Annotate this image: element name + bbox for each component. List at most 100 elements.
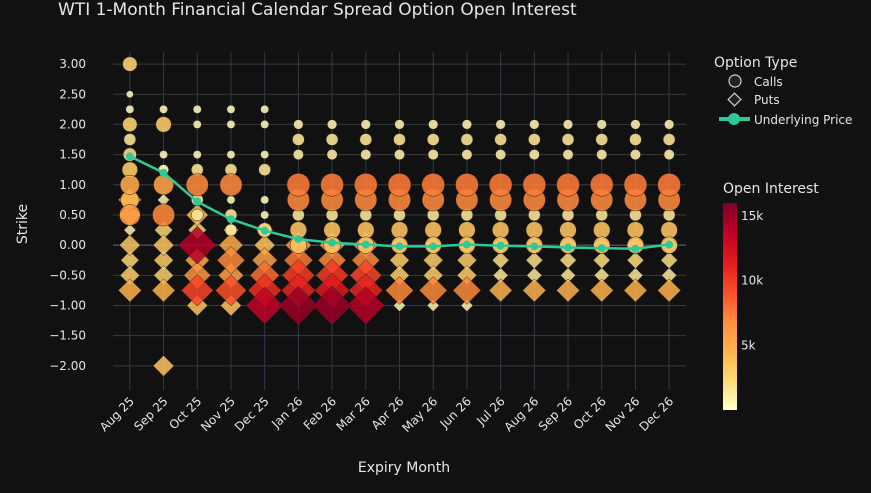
call-marker	[123, 133, 137, 146]
x-tick-label: Aug 26	[501, 394, 541, 434]
call-marker	[595, 133, 608, 146]
colorbar-ticks: 5k 10k 15k	[741, 209, 763, 352]
call-marker	[427, 149, 439, 161]
colorbar-tick-label: 15k	[741, 209, 763, 223]
colorbar: Open Interest 5k 10k 15k	[723, 181, 819, 410]
legend: Option Type Calls Puts Underlying Price	[714, 55, 852, 127]
calls-legend-marker	[728, 74, 742, 88]
put-marker	[593, 251, 611, 269]
call-marker	[125, 104, 135, 114]
call-marker	[461, 149, 473, 161]
colorbar-tick-label: 10k	[741, 274, 763, 288]
x-tick-label: Oct 26	[571, 394, 609, 432]
call-marker	[630, 119, 641, 130]
call-marker	[292, 149, 304, 161]
call-marker	[488, 173, 513, 197]
legend-item-calls[interactable]: Calls	[728, 74, 783, 89]
underlying-price-point	[462, 240, 471, 249]
legend-underlying-label: Underlying Price	[754, 113, 852, 127]
call-marker	[159, 104, 168, 114]
legend-calls-label: Calls	[754, 75, 783, 89]
put-marker	[117, 278, 142, 303]
call-marker	[390, 221, 409, 239]
underlying-price-point	[429, 242, 438, 251]
y-tick-label: 3.00	[59, 57, 86, 71]
underlying-price-point	[631, 244, 640, 253]
x-tick-label: Dec 26	[636, 394, 676, 434]
call-marker	[219, 173, 243, 197]
call-marker	[192, 104, 202, 114]
put-marker	[152, 355, 175, 377]
call-marker	[495, 149, 507, 161]
put-marker	[151, 278, 176, 303]
underlying-legend-marker	[728, 113, 740, 125]
x-tick-label: Aug 25	[97, 394, 137, 434]
call-marker	[657, 173, 681, 197]
call-marker	[155, 116, 172, 133]
call-marker	[293, 119, 304, 130]
put-marker	[522, 278, 547, 303]
put-marker	[626, 251, 645, 269]
put-marker	[556, 278, 580, 303]
put-marker	[559, 251, 577, 269]
call-marker	[325, 133, 339, 146]
put-marker	[657, 278, 682, 303]
underlying-price-point	[125, 152, 134, 161]
x-tick-label: Nov 25	[198, 394, 238, 434]
y-tick-label: 0.50	[59, 208, 86, 222]
y-tick-label: 1.00	[59, 178, 86, 192]
underlying-price-point	[328, 238, 337, 247]
call-marker	[192, 120, 202, 129]
call-marker	[357, 221, 375, 239]
put-marker	[491, 251, 510, 269]
call-marker	[562, 149, 574, 161]
underlying-price-point	[597, 244, 606, 253]
call-marker	[122, 116, 138, 132]
call-marker	[626, 221, 645, 239]
underlying-price-point	[496, 241, 505, 250]
put-marker	[346, 286, 385, 325]
call-marker	[226, 104, 236, 114]
call-marker	[192, 150, 202, 160]
put-marker	[488, 278, 513, 303]
call-marker	[495, 119, 506, 130]
legend-item-puts[interactable]: Puts	[727, 92, 780, 107]
colorbar-tick-label: 5k	[741, 338, 756, 352]
put-marker	[312, 285, 352, 326]
underlying-price-point	[193, 197, 202, 206]
call-marker	[424, 221, 442, 239]
put-marker	[178, 225, 217, 265]
put-marker	[245, 286, 284, 325]
call-marker	[226, 150, 236, 160]
call-marker	[394, 149, 405, 161]
y-tick-label: −2.00	[49, 359, 86, 373]
underlying-price-point	[395, 242, 404, 251]
call-marker	[428, 119, 439, 130]
calls-markers	[119, 56, 681, 254]
y-tick-label: 2.00	[59, 117, 86, 131]
y-tick-label: 1.50	[59, 148, 86, 162]
call-marker	[260, 120, 270, 129]
call-marker	[492, 221, 510, 239]
put-marker	[452, 276, 482, 305]
call-marker	[260, 195, 270, 205]
call-marker	[593, 221, 611, 239]
call-marker	[455, 173, 479, 197]
y-tick-label: −0.50	[49, 268, 86, 282]
call-marker	[286, 173, 311, 197]
call-marker	[354, 173, 378, 197]
puts-legend-marker	[727, 92, 742, 107]
y-tick-label: 2.50	[59, 87, 86, 101]
call-marker	[260, 210, 270, 220]
put-marker	[385, 276, 414, 305]
x-tick-label: Jan 26	[268, 394, 305, 431]
call-marker	[522, 173, 547, 197]
legend-item-underlying[interactable]: Underlying Price	[719, 113, 852, 127]
put-marker	[623, 278, 648, 303]
call-marker	[327, 119, 338, 130]
call-marker	[629, 149, 641, 161]
underlying-price-point	[361, 240, 370, 249]
